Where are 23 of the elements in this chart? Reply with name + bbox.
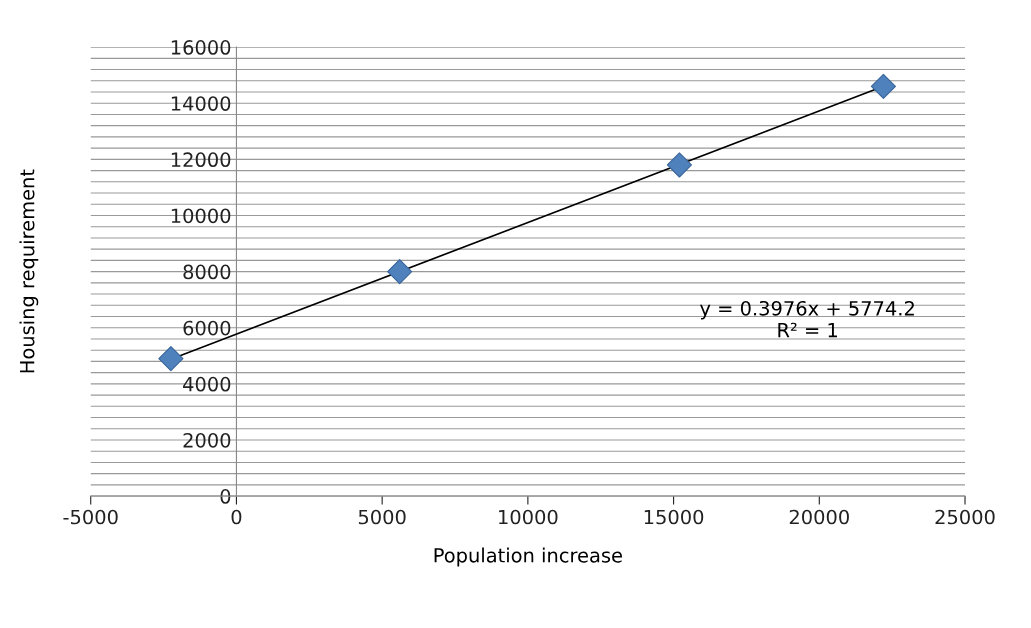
x-tick-label: 25000 xyxy=(935,509,995,525)
x-tick-label: 20000 xyxy=(789,509,849,525)
y-tick-label: 6000 xyxy=(183,320,231,336)
annotation: y = 0.3976x + 5774.2 R² = 1 xyxy=(700,300,914,338)
point xyxy=(158,346,184,372)
x-tick-label: -5000 xyxy=(63,509,118,525)
y-tick-label: 14000 xyxy=(171,96,231,111)
y-tick-label: 0 xyxy=(220,489,231,504)
x-tick-label: 0 xyxy=(231,509,242,525)
y-tick-label: 4000 xyxy=(183,376,231,392)
point xyxy=(666,152,692,178)
y-tick-label: 16000 xyxy=(171,40,231,55)
point xyxy=(870,73,896,99)
y-tick-label: 10000 xyxy=(171,208,231,224)
x-tick-label: 15000 xyxy=(644,509,704,525)
y-axis-title: Housing requirement xyxy=(19,169,39,373)
y-tick-label: 2000 xyxy=(183,432,231,448)
x-axis-title: Population increase xyxy=(434,547,622,567)
point xyxy=(387,259,413,285)
y-tick-label: 12000 xyxy=(171,152,231,168)
x-tick-label: 5000 xyxy=(358,509,406,525)
x-tick-label: 10000 xyxy=(499,509,558,525)
y-tick-label: 8000 xyxy=(183,264,231,280)
